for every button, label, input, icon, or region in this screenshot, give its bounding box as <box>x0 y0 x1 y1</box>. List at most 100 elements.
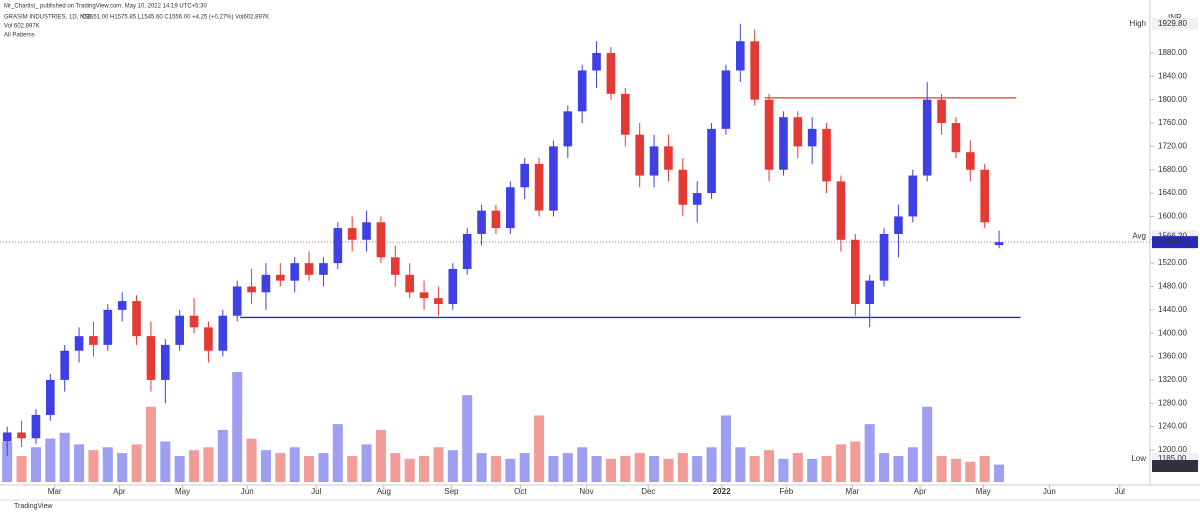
volume-bar <box>419 455 430 482</box>
candle-body <box>549 146 558 211</box>
y-tick-label: 1440.00 <box>1158 305 1187 314</box>
x-tick-label: Oct <box>514 487 527 496</box>
volume-bar <box>994 464 1005 482</box>
candle-body <box>17 432 26 439</box>
volume-bar <box>850 441 861 482</box>
candle-body <box>103 309 113 345</box>
candle-body <box>635 134 644 176</box>
candle-body <box>161 344 170 380</box>
volume-bar <box>332 424 343 482</box>
volume-bar <box>74 444 85 482</box>
candle-body <box>175 315 184 345</box>
candle-body <box>779 117 788 170</box>
volume-bar <box>347 455 358 482</box>
volume-bar <box>45 438 56 482</box>
y-tick-label: 1360.00 <box>1158 352 1187 361</box>
candle-body <box>189 315 199 328</box>
candle-body <box>117 301 127 310</box>
volume-bar <box>591 455 602 482</box>
volume-bar <box>361 444 372 482</box>
volume-bar <box>893 455 904 482</box>
candle-body <box>980 169 989 223</box>
volume-bar <box>174 455 185 482</box>
candle-body <box>621 93 630 135</box>
volume-bar <box>577 447 588 482</box>
volume-bar <box>462 395 473 482</box>
y-tick-label: 1640.00 <box>1158 188 1187 197</box>
y-tick-label: 1600.00 <box>1158 212 1187 221</box>
volume-bar <box>720 415 731 482</box>
volume-bar <box>749 455 760 482</box>
candle-body <box>204 327 213 351</box>
candle-body <box>807 128 817 147</box>
x-tick-label: May <box>175 487 190 496</box>
volume-bar <box>735 447 746 482</box>
volume-bar <box>117 453 128 482</box>
volume-bar <box>692 455 703 482</box>
candle-body <box>132 301 141 337</box>
candle-body <box>319 263 328 275</box>
volume-bar <box>907 447 918 482</box>
volume-bar <box>447 450 458 482</box>
y-tick-label: 1320.00 <box>1158 375 1187 384</box>
candle-body <box>405 274 414 293</box>
candle-body <box>247 286 256 293</box>
x-tick-label: Feb <box>779 487 793 496</box>
x-tick-label: Jun <box>1043 487 1056 496</box>
last-price-box <box>1152 236 1198 249</box>
candle-body <box>276 274 285 281</box>
y-tick-label: 1680.00 <box>1158 165 1187 174</box>
candle-body <box>448 268 458 305</box>
volume-bar <box>879 453 890 482</box>
candle-body <box>922 99 932 176</box>
candle-body <box>290 263 299 281</box>
price-label-name: Low <box>1131 454 1146 463</box>
candle-body <box>477 210 486 234</box>
candle-body <box>879 233 889 281</box>
volume-bar <box>706 447 717 482</box>
candle-body <box>577 70 587 112</box>
volume-bar <box>950 458 961 482</box>
y-tick-label: 1760.00 <box>1158 118 1187 127</box>
volume-bar <box>634 453 645 482</box>
candle-body <box>951 123 961 153</box>
price-label-value: 1185.00 <box>1158 454 1187 463</box>
volume-bar <box>246 438 257 482</box>
candle-body <box>966 152 975 170</box>
candle-body <box>793 117 803 147</box>
y-tick-label: 1280.00 <box>1158 398 1187 407</box>
price-label-value: 1929.80 <box>1158 19 1187 28</box>
volume-bar <box>764 450 775 482</box>
candle-body <box>376 222 386 258</box>
candle-body <box>218 315 228 351</box>
volume-bar <box>275 453 286 482</box>
candle-body <box>2 432 12 442</box>
volume-bar <box>16 455 27 482</box>
volume-bar <box>534 415 545 482</box>
candle-body <box>894 216 903 234</box>
currency: INR <box>1168 13 1182 22</box>
ohlc-text: O1551.00 H1575.85 L1545.60 C1556.00 +4.2… <box>82 15 269 21</box>
volume-bar <box>490 455 501 482</box>
candle-body <box>707 128 716 194</box>
y-tick-label: 1880.00 <box>1158 48 1187 57</box>
candle-body <box>908 175 918 217</box>
price-label-value: 1566.20 <box>1158 231 1187 240</box>
volume-bar <box>145 406 156 482</box>
candle-body <box>822 128 831 182</box>
x-tick-label: Mar <box>846 487 860 496</box>
candle-body <box>520 163 529 188</box>
volume-bar <box>289 447 300 482</box>
price-label-box <box>1152 17 1198 30</box>
volume-bar <box>160 441 171 482</box>
candle-body <box>347 228 357 240</box>
footer: TradingView <box>14 503 53 510</box>
candle-body <box>721 70 731 129</box>
x-tick-label: Jun <box>241 487 254 496</box>
volume-bar <box>562 453 573 482</box>
volume-bar <box>404 458 415 482</box>
indicator-text: All Patterns <box>4 33 35 39</box>
y-tick-label: 1240.00 <box>1158 422 1187 431</box>
candle-body <box>261 274 271 293</box>
volume-bar <box>605 458 616 482</box>
